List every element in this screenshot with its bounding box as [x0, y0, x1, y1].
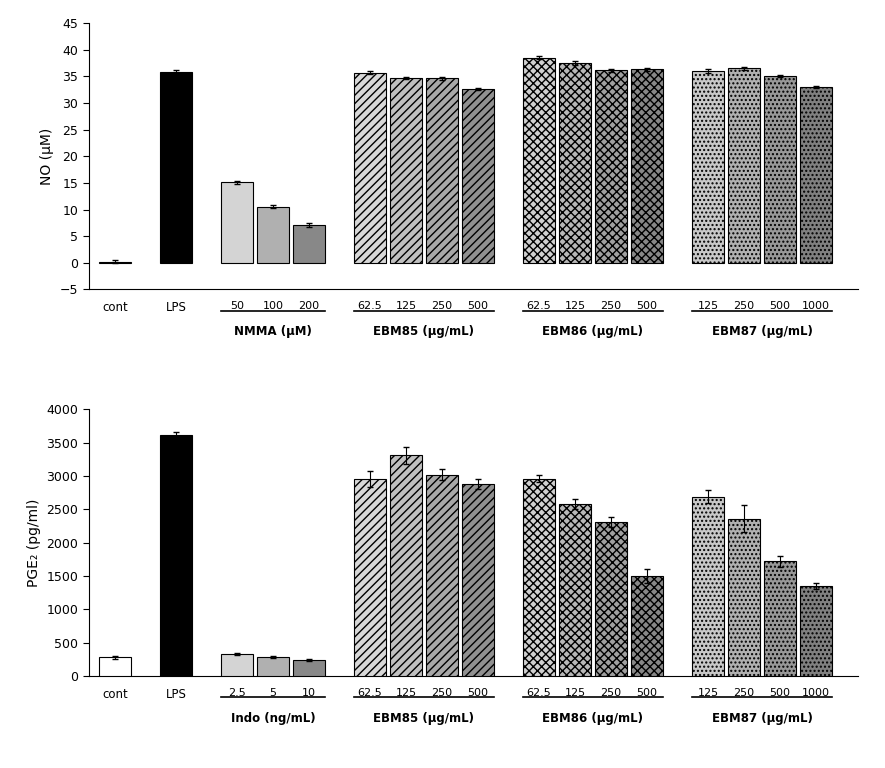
Text: 500: 500 [636, 302, 658, 312]
Bar [221, 654, 253, 676]
Text: EBM87 (μg/mL): EBM87 (μg/mL) [712, 326, 812, 339]
Bar [559, 63, 591, 263]
Text: 500: 500 [636, 688, 658, 698]
Bar [221, 182, 253, 263]
Bar [692, 71, 724, 263]
Text: 50: 50 [230, 302, 244, 312]
Bar [390, 78, 422, 263]
Text: 62.5: 62.5 [527, 302, 551, 312]
Bar [800, 87, 832, 263]
Text: 5: 5 [269, 688, 276, 698]
Text: 125: 125 [565, 302, 586, 312]
Bar [728, 518, 760, 676]
Text: 100: 100 [263, 302, 283, 312]
Bar [354, 73, 386, 263]
Text: 125: 125 [697, 688, 719, 698]
Bar [462, 88, 494, 263]
Bar [354, 478, 386, 676]
Bar [462, 484, 494, 676]
Text: 125: 125 [697, 302, 719, 312]
Text: 250: 250 [734, 302, 755, 312]
Text: EBM86 (μg/mL): EBM86 (μg/mL) [543, 326, 643, 339]
Text: NMMA (μM): NMMA (μM) [234, 326, 312, 339]
Text: 250: 250 [600, 688, 621, 698]
Bar [160, 72, 192, 263]
Bar [631, 576, 663, 676]
Text: 250: 250 [734, 688, 755, 698]
Bar [257, 207, 289, 263]
Text: 250: 250 [431, 302, 452, 312]
Text: cont: cont [102, 302, 127, 314]
Text: 500: 500 [770, 688, 790, 698]
Text: 1000: 1000 [802, 688, 830, 698]
Text: 500: 500 [467, 688, 489, 698]
Bar [293, 225, 325, 263]
Text: 1000: 1000 [802, 302, 830, 312]
Bar [692, 497, 724, 676]
Bar [523, 58, 555, 263]
Text: LPS: LPS [165, 302, 187, 314]
Text: 125: 125 [396, 688, 417, 698]
Text: 2.5: 2.5 [228, 688, 246, 698]
Text: LPS: LPS [165, 688, 187, 701]
Bar [728, 68, 760, 263]
Text: 10: 10 [302, 688, 316, 698]
Text: EBM87 (μg/mL): EBM87 (μg/mL) [712, 712, 812, 725]
Bar [595, 522, 627, 676]
Text: cont: cont [102, 688, 127, 701]
Bar [426, 78, 458, 263]
Bar [99, 657, 131, 676]
Bar [426, 475, 458, 676]
Y-axis label: NO (μM): NO (μM) [40, 127, 54, 185]
Text: 200: 200 [298, 302, 319, 312]
Text: 125: 125 [565, 688, 586, 698]
Text: 125: 125 [396, 302, 417, 312]
Text: EBM86 (μg/mL): EBM86 (μg/mL) [543, 712, 643, 725]
Text: Indo (ng/mL): Indo (ng/mL) [231, 712, 315, 725]
Text: 250: 250 [431, 688, 452, 698]
Bar [800, 586, 832, 676]
Text: 500: 500 [770, 302, 790, 312]
Text: 62.5: 62.5 [527, 688, 551, 698]
Text: 62.5: 62.5 [358, 302, 382, 312]
Bar [257, 657, 289, 676]
Text: EBM85 (μg/mL): EBM85 (μg/mL) [373, 326, 474, 339]
Bar [595, 71, 627, 263]
Bar [523, 478, 555, 676]
Text: 500: 500 [467, 302, 489, 312]
Bar [764, 561, 796, 676]
Bar [631, 69, 663, 263]
Y-axis label: PGE₂ (pg/ml): PGE₂ (pg/ml) [27, 498, 41, 587]
Text: EBM85 (μg/mL): EBM85 (μg/mL) [373, 712, 474, 725]
Bar [764, 76, 796, 263]
Bar [390, 455, 422, 676]
Bar [99, 262, 131, 263]
Text: 62.5: 62.5 [358, 688, 382, 698]
Bar [293, 660, 325, 676]
Bar [559, 504, 591, 676]
Text: 250: 250 [600, 302, 621, 312]
Bar [160, 435, 192, 676]
